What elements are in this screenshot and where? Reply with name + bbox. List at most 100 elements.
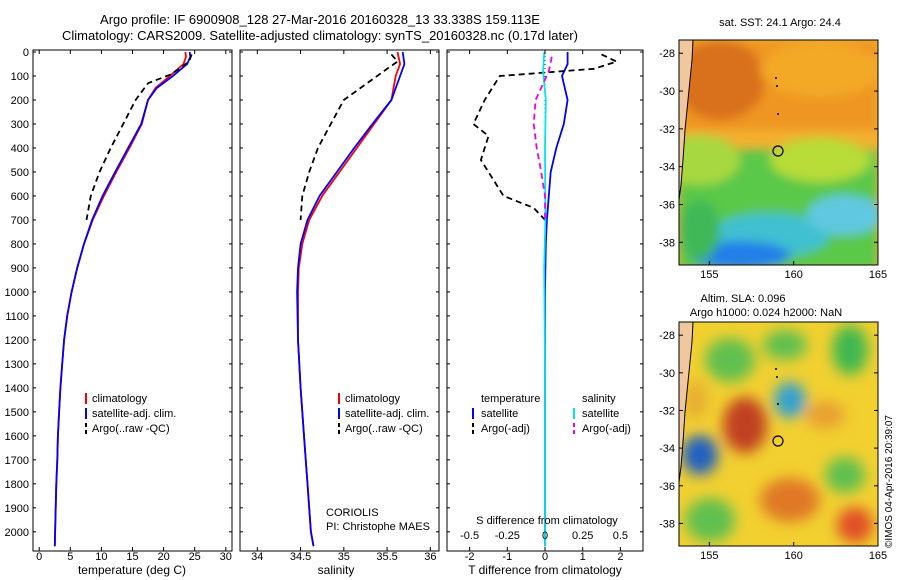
series-line-satellite-adj-clim- — [53, 51, 192, 547]
sst-map-title: sat. SST: 24.1 Argo: 24.4 — [719, 17, 841, 29]
y-tick-label: 600 — [11, 191, 29, 203]
map-x-tick-label: 165 — [869, 550, 887, 562]
x-tick-label: 15 — [126, 551, 138, 563]
x-tick-label: 25 — [189, 551, 201, 563]
legend-item-argo: Argo(..raw -QC) — [345, 423, 423, 435]
y-tick-label: 2000 — [5, 527, 29, 539]
data-centre-label: CORIOLIS — [326, 507, 379, 519]
x-tick-label: 35 — [338, 551, 350, 563]
legend-item-argo: Argo(..raw -QC) — [92, 423, 170, 435]
salinity-diff-legend: salinity satellite Argo(-adj) — [573, 393, 631, 435]
difference-axes: -2 -1 0 1 2 -0.5 -0.25 0 0.25 0.5 — [447, 50, 643, 563]
sla-map-axes: 155 160 165 -28 -30 -32 -34 -36 -38 — [659, 330, 887, 562]
map-y-tick-label: -36 — [659, 481, 675, 493]
copyright-timestamp: ©IMOS 04-Apr-2016 20:39:07 — [884, 415, 895, 548]
sst-map-axes: 155 160 165 -28 -30 -32 -34 -36 -38 — [659, 48, 887, 281]
map-x-tick-label: 160 — [784, 550, 802, 562]
sla-map-title-line2: Argo h1000: 0.024 h2000: NaN — [690, 307, 842, 319]
legend-item-sal-argo: Argo(-adj) — [582, 423, 631, 435]
salinity-panel: 34 34.5 35 35.5 36 salinity climatology sate… — [239, 49, 440, 577]
salinity-legend: climatology satellite-adj. clim. Argo(..… — [338, 393, 429, 435]
temperature-panel: 0100200300400500600700800900100011001200… — [5, 47, 233, 577]
series-line-temperature-argo-adj- — [472, 53, 620, 221]
principal-investigator-label: PI: Christophe MAES — [326, 521, 430, 533]
sst-map: sat. SST: 24.1 Argo: 24.4 155 160 16 — [659, 17, 887, 281]
x-tick-label: 34.5 — [290, 551, 311, 563]
map-x-tick-label: 165 — [869, 269, 887, 281]
x-tick-label: 10 — [95, 551, 107, 563]
y-tick-label: 1300 — [5, 359, 29, 371]
y-tick-label: 1700 — [5, 455, 29, 467]
temperature-x-label: temperature (deg C) — [78, 563, 186, 577]
map-x-tick-label: 160 — [784, 269, 802, 281]
legend-title-temperature: temperature — [481, 393, 540, 405]
sst-map-image — [679, 40, 878, 265]
sla-map: Altim. SLA: 0.096 Argo h1000: 0.024 h200… — [659, 293, 887, 562]
salinity-x-label: salinity — [318, 563, 355, 577]
y-tick-label: 300 — [11, 119, 29, 131]
x-tick-label: -2 — [465, 551, 475, 563]
map-x-tick-label: 155 — [700, 550, 718, 562]
y-tick-label: 900 — [11, 263, 29, 275]
y-tick-label: 1600 — [5, 431, 29, 443]
y-tick-label: 1800 — [5, 479, 29, 491]
map-y-tick-label: -32 — [659, 405, 675, 417]
t-difference-x-label: T difference from climatology — [468, 563, 622, 577]
legend-item-temp-satellite: satellite — [481, 408, 518, 420]
y-tick-label: 1000 — [5, 287, 29, 299]
legend-item-satellite-adj: satellite-adj. clim. — [92, 408, 176, 420]
x-top-tick-label: 0 — [542, 530, 548, 542]
sla-map-image — [679, 322, 878, 546]
x-top-tick-label: -0.5 — [460, 530, 479, 542]
series-line-argo-raw-qc- — [299, 53, 399, 220]
x-tick-label: 36 — [424, 551, 436, 563]
map-y-tick-label: -28 — [659, 48, 675, 60]
legend-item-climatology: climatology — [92, 393, 148, 405]
temperature-series — [53, 51, 193, 547]
y-tick-label: 400 — [11, 143, 29, 155]
x-top-tick-label: 0.5 — [613, 530, 628, 542]
x-tick-label: -1 — [502, 551, 512, 563]
x-tick-label: 20 — [157, 551, 169, 563]
x-tick-label: 0 — [36, 551, 42, 563]
x-tick-label: 35.5 — [376, 551, 397, 563]
y-tick-label: 1400 — [5, 383, 29, 395]
map-y-tick-label: -34 — [659, 162, 675, 174]
map-y-tick-label: -34 — [659, 443, 675, 455]
map-y-tick-label: -38 — [659, 237, 675, 249]
map-y-tick-label: -30 — [659, 86, 675, 98]
y-tick-label: 1500 — [5, 407, 29, 419]
y-tick-label: 1900 — [5, 503, 29, 515]
map-y-tick-label: -28 — [659, 330, 675, 342]
salinity-axes: 34 34.5 35 35.5 36 — [240, 50, 439, 563]
x-top-tick-label: -0.25 — [495, 530, 520, 542]
y-tick-label: 800 — [11, 239, 29, 251]
x-tick-label: 30 — [220, 551, 232, 563]
series-line-satellite-adj-clim- — [296, 51, 406, 547]
y-tick-label: 200 — [11, 95, 29, 107]
salinity-plot-frame — [239, 49, 440, 552]
y-tick-label: 1200 — [5, 335, 29, 347]
x-tick-label: 2 — [617, 551, 623, 563]
series-line-salinity-argo-adj- — [532, 56, 553, 220]
legend-item-sal-satellite: satellite — [582, 408, 619, 420]
x-tick-label: 34 — [251, 551, 263, 563]
s-difference-x-label: S difference from climatology — [476, 515, 618, 527]
y-tick-label: 1100 — [5, 311, 29, 323]
x-tick-label: 5 — [67, 551, 73, 563]
map-x-tick-label: 155 — [700, 269, 718, 281]
difference-panel: -2 -1 0 1 2 -0.5 -0.25 0 0.25 0.5 T difference fr… — [446, 49, 644, 577]
series-line-argo-raw-qc- — [85, 54, 193, 221]
x-top-tick-label: 0.25 — [572, 530, 593, 542]
figure-title-line2: Climatology: CARS2009. Satellite-adjuste… — [62, 28, 578, 43]
legend-item-satellite-adj: satellite-adj. clim. — [345, 408, 429, 420]
sla-map-frame — [678, 321, 879, 547]
y-tick-label: 700 — [11, 215, 29, 227]
x-tick-label: 0 — [542, 551, 548, 563]
map-y-tick-label: -30 — [659, 368, 675, 380]
figure-title-line1: Argo profile: IF 6900908_128 27-Mar-2016… — [100, 12, 540, 27]
temperature-plot-frame — [32, 49, 233, 552]
legend-item-climatology: climatology — [345, 393, 401, 405]
salinity-series — [296, 51, 406, 547]
